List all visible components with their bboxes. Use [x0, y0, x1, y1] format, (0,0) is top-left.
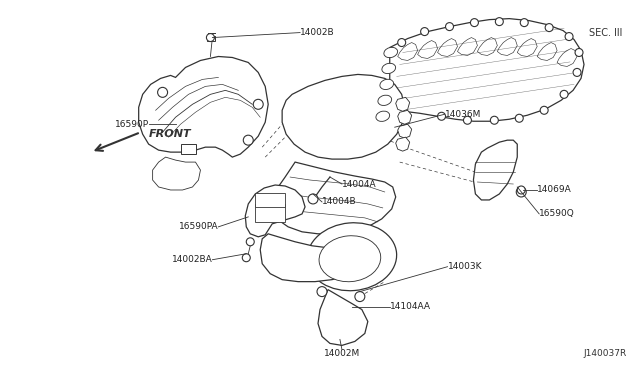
Circle shape [540, 106, 548, 114]
Polygon shape [282, 74, 404, 159]
Circle shape [575, 48, 583, 57]
Circle shape [517, 186, 525, 194]
Ellipse shape [378, 95, 392, 105]
Circle shape [470, 19, 479, 26]
Bar [255, 193, 285, 207]
Circle shape [545, 23, 553, 32]
Circle shape [516, 187, 526, 197]
Ellipse shape [382, 63, 396, 74]
Circle shape [246, 238, 254, 246]
Ellipse shape [384, 47, 397, 58]
Text: 14002M: 14002M [324, 349, 360, 358]
Circle shape [565, 33, 573, 41]
Bar [180, 144, 196, 154]
Circle shape [157, 87, 168, 97]
Text: 14069A: 14069A [537, 186, 572, 195]
Text: 14003K: 14003K [447, 262, 482, 271]
Circle shape [317, 286, 327, 296]
Polygon shape [497, 38, 517, 55]
Polygon shape [272, 162, 396, 234]
Polygon shape [477, 38, 497, 55]
Text: FRONT: FRONT [148, 129, 191, 139]
Bar [255, 204, 285, 222]
Circle shape [463, 116, 472, 124]
Polygon shape [438, 39, 458, 57]
Polygon shape [458, 38, 477, 55]
Circle shape [243, 135, 253, 145]
Polygon shape [474, 140, 517, 200]
Text: SEC. lll: SEC. lll [589, 28, 622, 38]
Circle shape [490, 116, 499, 124]
Polygon shape [418, 41, 438, 58]
Circle shape [445, 23, 454, 31]
Polygon shape [517, 39, 537, 57]
Circle shape [207, 33, 214, 42]
Text: 14002BA: 14002BA [172, 255, 212, 264]
Text: 16590PA: 16590PA [179, 222, 218, 231]
Polygon shape [378, 19, 584, 142]
Polygon shape [245, 185, 305, 237]
Polygon shape [318, 290, 368, 346]
Text: 14002B: 14002B [300, 28, 335, 37]
Ellipse shape [307, 223, 397, 291]
Ellipse shape [319, 236, 381, 282]
Polygon shape [396, 137, 410, 151]
Circle shape [253, 99, 263, 109]
Polygon shape [397, 42, 418, 61]
Ellipse shape [380, 79, 394, 90]
Polygon shape [397, 110, 412, 124]
Polygon shape [557, 48, 577, 67]
Circle shape [243, 254, 250, 262]
Text: 14004B: 14004B [322, 198, 356, 206]
Bar [207, 36, 216, 41]
Polygon shape [396, 97, 410, 111]
Circle shape [420, 28, 429, 36]
Polygon shape [139, 57, 268, 157]
Polygon shape [537, 42, 557, 61]
Circle shape [308, 194, 318, 204]
Text: 14104AA: 14104AA [390, 302, 431, 311]
Polygon shape [397, 124, 412, 138]
Circle shape [573, 68, 581, 76]
Polygon shape [260, 234, 365, 282]
Circle shape [495, 17, 503, 26]
Ellipse shape [376, 111, 390, 121]
Text: 16590P: 16590P [115, 120, 148, 129]
Circle shape [515, 114, 524, 122]
Circle shape [520, 19, 528, 26]
Text: 16590Q: 16590Q [539, 209, 575, 218]
Text: 14004A: 14004A [342, 180, 376, 189]
Text: J140037R: J140037R [584, 349, 627, 358]
Circle shape [560, 90, 568, 98]
Polygon shape [152, 157, 200, 190]
Circle shape [355, 292, 365, 302]
Text: 14036M: 14036M [445, 110, 481, 119]
Circle shape [438, 112, 445, 120]
Circle shape [397, 39, 406, 46]
